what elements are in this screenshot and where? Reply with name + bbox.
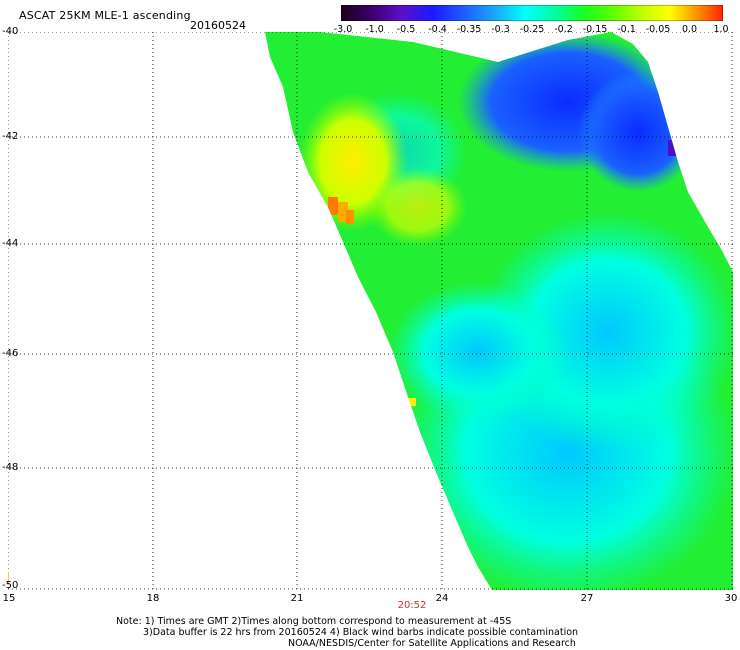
time-label: 20:52 — [397, 600, 427, 611]
colorbar-tick-label: -1.0 — [365, 24, 384, 35]
note-line-3: NOAA/NESDIS/Center for Satellite Applica… — [288, 638, 576, 649]
note-line-1: Note: 1) Times are GMT 2)Times along bot… — [116, 616, 512, 627]
swath-data — [265, 32, 733, 590]
lon-label: 24 — [435, 593, 449, 604]
colorbar-tick-label: -3.0 — [333, 24, 353, 35]
lat-label: -40 — [2, 26, 19, 37]
colorbar — [341, 5, 723, 21]
product-title: ASCAT 25KM MLE-1 ascending — [19, 9, 191, 22]
graticule — [8, 32, 733, 590]
colorbar-tick-label: -0.35 — [456, 24, 482, 35]
colorbar-tick-label: -0.05 — [645, 24, 671, 35]
lon-label: 18 — [146, 593, 160, 604]
colorbar-tick-label: -0.4 — [428, 24, 447, 35]
lon-label: 15 — [2, 593, 16, 604]
lat-label: -44 — [2, 238, 19, 249]
lat-label: -46 — [2, 348, 19, 359]
wind-map — [8, 32, 733, 590]
note-line-2: 3)Data buffer is 22 hrs from 20160524 4)… — [143, 627, 579, 638]
lon-label: 27 — [580, 593, 594, 604]
product-date: 20160524 — [190, 19, 246, 32]
colorbar-tick-label: -0.15 — [582, 24, 608, 35]
colorbar-tick-label: 0.0 — [681, 24, 698, 35]
colorbar-tick-label: -0.2 — [554, 24, 573, 35]
lat-label: -48 — [2, 462, 19, 473]
lat-label: -50 — [2, 580, 19, 591]
colorbar-ramp — [341, 5, 723, 21]
lon-label: 21 — [290, 593, 304, 604]
colorbar-tick-label: -0.3 — [491, 24, 510, 35]
colorbar-tick-label: 1.0 — [713, 24, 729, 35]
lat-label: -42 — [2, 131, 19, 142]
lon-label: 30 — [724, 593, 738, 604]
colorbar-tick-label: -0.1 — [617, 24, 636, 35]
colorbar-tick-label: -0.5 — [396, 24, 416, 35]
colorbar-tick-label: -0.25 — [519, 24, 545, 35]
